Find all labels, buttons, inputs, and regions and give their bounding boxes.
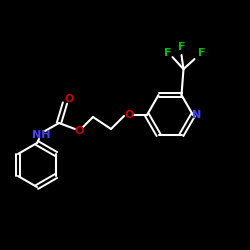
Text: O: O (74, 126, 84, 136)
Text: O: O (64, 94, 74, 104)
Text: O: O (124, 110, 134, 120)
Text: N: N (192, 110, 202, 120)
Text: NH: NH (32, 130, 50, 140)
Text: F: F (164, 48, 171, 58)
Text: F: F (198, 48, 205, 58)
Text: F: F (178, 42, 185, 52)
